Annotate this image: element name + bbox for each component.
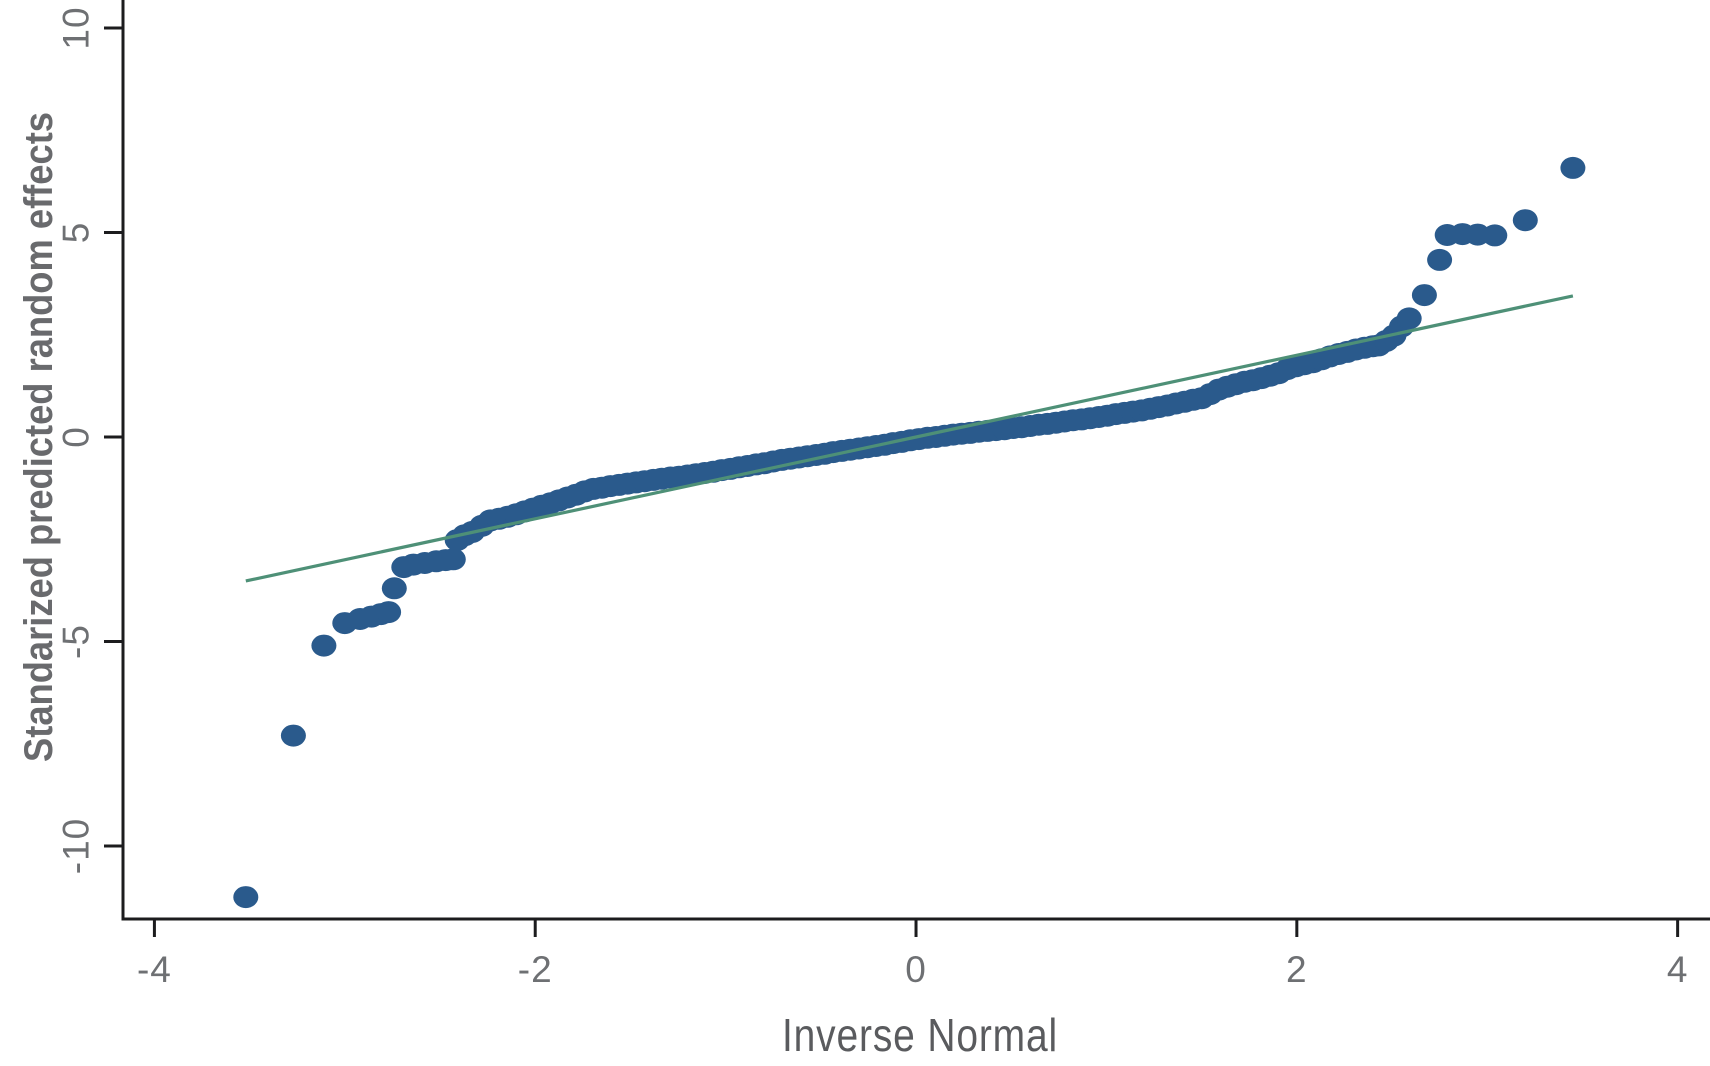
data-point — [1427, 248, 1453, 271]
y-tick-label: 0 — [56, 426, 97, 448]
reference-line — [245, 294, 1574, 583]
x-tick-label: 4 — [1667, 949, 1689, 990]
y-tick-label: 5 — [56, 222, 97, 244]
data-point — [440, 548, 466, 571]
data-point — [376, 601, 402, 624]
y-tick-label: -10 — [56, 818, 97, 874]
data-point — [1396, 307, 1422, 330]
data-point — [381, 577, 407, 600]
x-axis-title: Inverse Normal — [782, 1009, 1058, 1061]
data-point — [311, 634, 337, 657]
data-point — [1560, 156, 1586, 179]
x-tick-label: -2 — [518, 949, 553, 990]
x-tick-label: 2 — [1286, 949, 1308, 990]
y-tick-label: 10 — [56, 6, 97, 49]
data-point — [280, 724, 306, 747]
data-point — [1411, 284, 1437, 307]
data-point — [1482, 224, 1508, 247]
x-tick-label: 0 — [905, 949, 927, 990]
y-axis-title: Standarized predicted random effects — [17, 112, 61, 762]
plot-layer: -10 -5 0 5 10 -4 -2 0 2 4 — [56, 0, 1710, 990]
data-point — [233, 886, 259, 909]
y-tick-label: -5 — [56, 624, 97, 659]
x-tick-label: -4 — [137, 949, 172, 990]
data-point — [1512, 209, 1538, 232]
